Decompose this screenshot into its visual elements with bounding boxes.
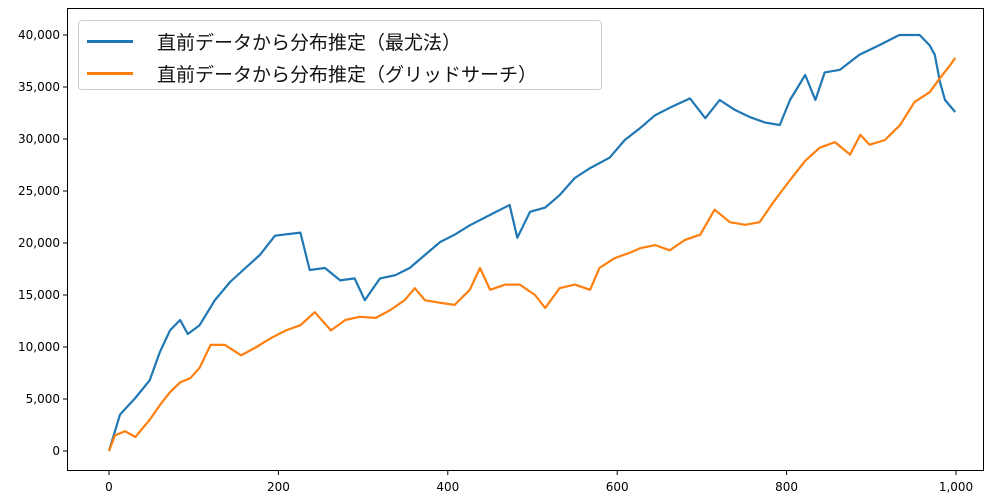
legend-item-mle: 直前データから分布推定（最尤法）	[79, 27, 461, 55]
y-axis: 0 5,000 10,000 15,000 20,000 25,000 30,0…	[18, 28, 68, 458]
svg-text:1,000: 1,000	[939, 480, 973, 494]
y-tick: 20,000	[18, 236, 68, 250]
svg-text:400: 400	[436, 480, 459, 494]
x-tick: 1,000	[939, 470, 973, 494]
series-layer	[107, 33, 957, 452]
svg-text:600: 600	[606, 480, 629, 494]
svg-text:10,000: 10,000	[18, 340, 60, 354]
legend-item-grid-search: 直前データから分布推定（グリッドサーチ）	[79, 59, 537, 87]
y-tick: 15,000	[18, 288, 68, 302]
y-tick: 25,000	[18, 184, 68, 198]
x-tick: 400	[436, 470, 459, 494]
y-tick: 30,000	[18, 132, 68, 146]
svg-text:35,000: 35,000	[18, 80, 60, 94]
svg-text:15,000: 15,000	[18, 288, 60, 302]
legend-swatch-blue	[87, 39, 133, 43]
svg-text:40,000: 40,000	[18, 28, 60, 42]
svg-text:0: 0	[105, 480, 113, 494]
x-axis: 0 200 400 600 800 1,000	[105, 470, 973, 494]
y-tick: 10,000	[18, 340, 68, 354]
y-tick: 5,000	[26, 392, 68, 406]
series-line-grid-search	[107, 57, 957, 452]
x-tick: 200	[267, 470, 290, 494]
x-tick: 600	[606, 470, 629, 494]
y-tick: 40,000	[18, 28, 68, 42]
svg-text:25,000: 25,000	[18, 184, 60, 198]
legend-label: 直前データから分布推定（グリッドサーチ）	[157, 63, 538, 86]
legend-swatch-orange	[87, 71, 133, 75]
svg-text:30,000: 30,000	[18, 132, 60, 146]
x-tick: 0	[105, 470, 113, 494]
legend-label: 直前データから分布推定（最尤法）	[157, 31, 462, 54]
x-tick: 800	[775, 470, 798, 494]
y-tick: 0	[52, 444, 68, 458]
svg-text:800: 800	[775, 480, 798, 494]
svg-text:5,000: 5,000	[26, 392, 60, 406]
svg-text:0: 0	[52, 444, 60, 458]
y-tick: 35,000	[18, 80, 68, 94]
svg-text:200: 200	[267, 480, 290, 494]
legend: 直前データから分布推定（最尤法） 直前データから分布推定（グリッドサーチ）	[78, 20, 602, 90]
series-line-mle	[107, 33, 957, 452]
svg-text:20,000: 20,000	[18, 236, 60, 250]
